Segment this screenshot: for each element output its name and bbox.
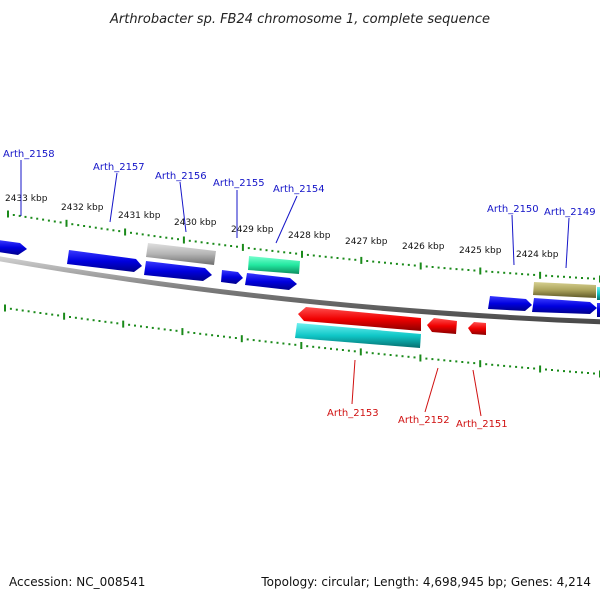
gene-label[interactable]: Arth_2152 bbox=[398, 415, 450, 426]
chromosome-backbone bbox=[0, 256, 600, 325]
leader-line bbox=[424, 367, 439, 413]
gene-block[interactable] bbox=[533, 282, 596, 298]
tick-label: 2432 kbp bbox=[61, 203, 104, 213]
tick-labels: 2433 kbp 2432 kbp 2431 kbp 2430 kbp 2429… bbox=[5, 194, 559, 260]
tick-label: 2431 kbp bbox=[118, 211, 161, 221]
gene-arrow[interactable] bbox=[488, 296, 532, 311]
gene-block[interactable] bbox=[597, 287, 600, 300]
tick-label: 2424 kbp bbox=[516, 250, 559, 260]
tick-label: 2433 kbp bbox=[5, 194, 48, 204]
gene-arrow[interactable] bbox=[597, 303, 600, 317]
gene-arrow[interactable] bbox=[67, 250, 142, 272]
reverse-gene-labels: Arth_2153 Arth_2152 Arth_2151 bbox=[327, 359, 508, 430]
forward-genes bbox=[0, 240, 600, 317]
tick-label: 2430 kbp bbox=[174, 218, 217, 228]
gene-label[interactable]: Arth_2154 bbox=[273, 184, 325, 195]
tick-label: 2428 kbp bbox=[288, 231, 331, 241]
gene-arrow[interactable] bbox=[144, 261, 212, 281]
leader-line bbox=[472, 369, 482, 417]
tick-label: 2427 kbp bbox=[345, 237, 388, 247]
gene-label[interactable]: Arth_2157 bbox=[93, 162, 145, 173]
gene-label[interactable]: Arth_2158 bbox=[3, 149, 55, 160]
gene-arrow[interactable] bbox=[221, 270, 243, 284]
tick-label: 2426 kbp bbox=[402, 242, 445, 252]
map-title: Arthrobacter sp. FB24 chromosome 1, comp… bbox=[109, 12, 490, 27]
leader-line bbox=[351, 359, 356, 405]
gene-label[interactable]: Arth_2151 bbox=[456, 419, 508, 430]
gene-label[interactable]: Arth_2150 bbox=[487, 204, 539, 215]
tick-label: 2429 kbp bbox=[231, 225, 274, 235]
gene-arrow[interactable] bbox=[298, 307, 421, 331]
gene-arrow[interactable] bbox=[468, 322, 486, 335]
top-tick-row bbox=[7, 210, 600, 283]
gene-block[interactable] bbox=[146, 243, 216, 265]
forward-gene-labels: Arth_2158 Arth_2157 Arth_2156 Arth_2155 … bbox=[3, 149, 596, 269]
leader-line bbox=[179, 181, 187, 233]
gene-label[interactable]: Arth_2155 bbox=[213, 178, 265, 189]
gene-label[interactable]: Arth_2149 bbox=[544, 207, 596, 218]
accession-label: Accession: NC_008541 bbox=[9, 575, 145, 589]
gene-arrow[interactable] bbox=[245, 273, 297, 290]
gene-label[interactable]: Arth_2156 bbox=[155, 171, 207, 182]
gene-arrow[interactable] bbox=[427, 318, 457, 334]
gene-block[interactable] bbox=[295, 323, 421, 348]
gene-block[interactable] bbox=[248, 256, 300, 274]
leader-line bbox=[565, 217, 570, 269]
leader-line bbox=[275, 195, 298, 244]
tick-label: 2425 kbp bbox=[459, 246, 502, 256]
bottom-tick-row bbox=[4, 304, 600, 378]
genome-summary: Topology: circular; Length: 4,698,945 bp… bbox=[260, 575, 591, 589]
gene-label[interactable]: Arth_2153 bbox=[327, 408, 379, 419]
gene-arrow[interactable] bbox=[532, 298, 597, 314]
leader-line bbox=[511, 214, 515, 266]
leader-line bbox=[109, 172, 118, 223]
reverse-genes bbox=[295, 307, 486, 348]
gene-arrow[interactable] bbox=[0, 240, 27, 255]
